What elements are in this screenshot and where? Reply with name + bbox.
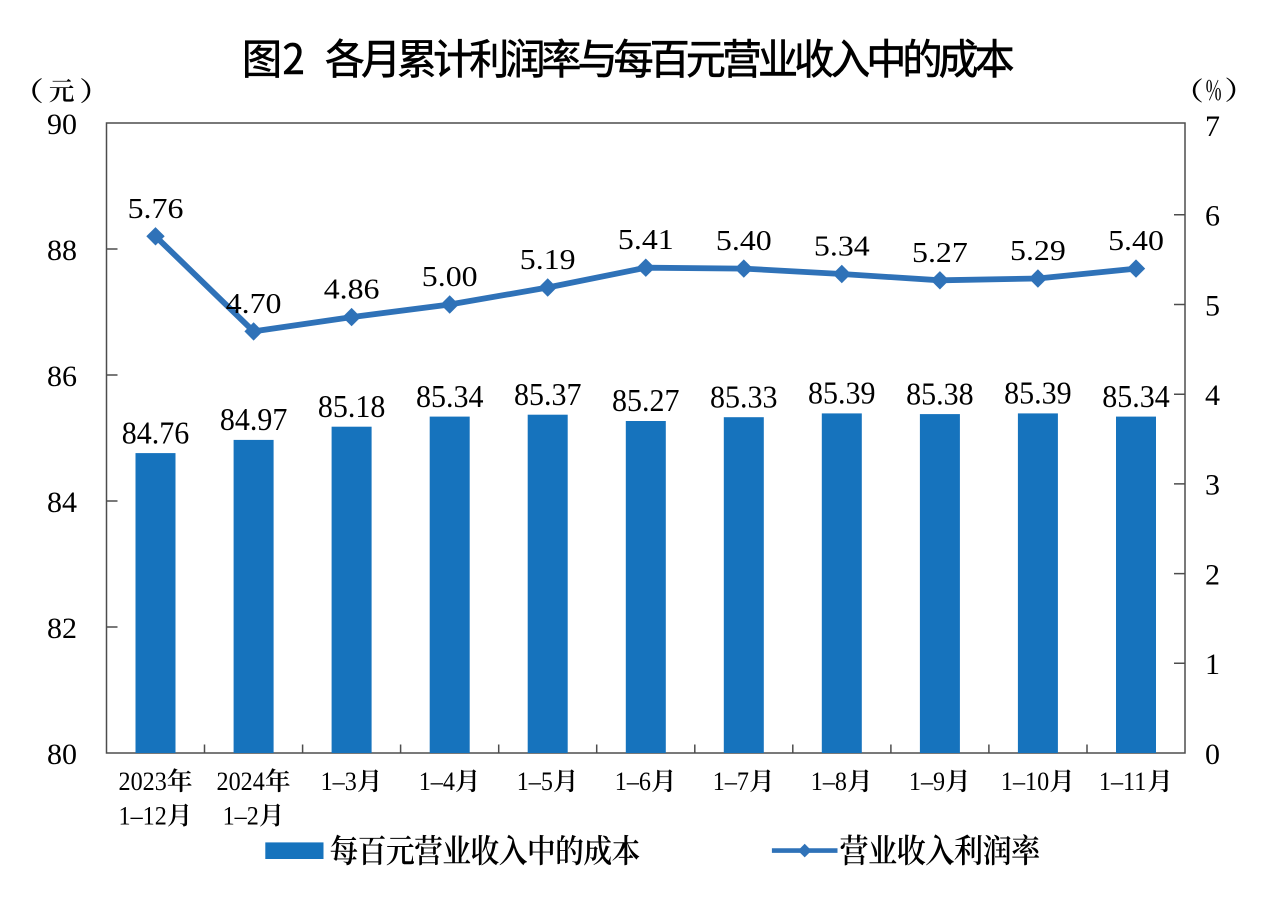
svg-text:2023: 2023: [119, 766, 167, 797]
svg-text:1–9: 1–9: [909, 766, 945, 797]
svg-text:2024: 2024: [217, 766, 265, 797]
svg-text:1–8: 1–8: [811, 766, 847, 797]
svg-text:1–11: 1–11: [1099, 766, 1146, 797]
svg-text:85.37: 85.37: [514, 377, 581, 412]
svg-text:4: 4: [1205, 379, 1220, 412]
svg-text:4.86: 4.86: [324, 273, 380, 305]
svg-text:5: 5: [1205, 289, 1220, 322]
svg-text:85.34: 85.34: [416, 379, 483, 414]
svg-text:1–6: 1–6: [615, 766, 651, 797]
svg-text:4.70: 4.70: [226, 287, 282, 319]
svg-text:85.38: 85.38: [906, 377, 973, 412]
svg-text:1: 1: [1205, 648, 1220, 681]
svg-text:88: 88: [47, 234, 77, 267]
svg-text:84.97: 84.97: [220, 403, 287, 438]
svg-text:7: 7: [1205, 110, 1220, 143]
svg-text:85.39: 85.39: [808, 376, 875, 411]
svg-text:5.00: 5.00: [422, 260, 478, 292]
svg-text:1–4: 1–4: [419, 766, 455, 797]
svg-text:1–2: 1–2: [223, 800, 259, 831]
svg-text:85.39: 85.39: [1004, 376, 1071, 411]
svg-text:85.34: 85.34: [1102, 379, 1169, 414]
svg-text:5.40: 5.40: [716, 224, 772, 256]
svg-text:0: 0: [1205, 738, 1220, 771]
svg-text:5.34: 5.34: [814, 230, 870, 262]
svg-text:84: 84: [47, 486, 77, 519]
svg-text:1–12: 1–12: [119, 800, 167, 831]
svg-text:84.76: 84.76: [122, 416, 189, 451]
svg-text:5.27: 5.27: [912, 236, 968, 268]
svg-text:5.40: 5.40: [1108, 224, 1164, 256]
svg-text:2: 2: [1205, 558, 1220, 591]
svg-text:82: 82: [47, 612, 77, 645]
svg-text:1–7: 1–7: [713, 766, 749, 797]
svg-text:5.19: 5.19: [520, 243, 576, 275]
svg-text:5.29: 5.29: [1010, 234, 1066, 266]
svg-text:1–5: 1–5: [517, 766, 553, 797]
svg-text:5.41: 5.41: [618, 224, 674, 256]
svg-text:86: 86: [47, 360, 77, 393]
svg-text:85.18: 85.18: [318, 389, 385, 424]
svg-text:1–3: 1–3: [321, 766, 357, 797]
svg-text:85.33: 85.33: [710, 380, 777, 415]
svg-text:90: 90: [47, 108, 77, 141]
svg-text:5.76: 5.76: [128, 192, 184, 224]
svg-text:3: 3: [1205, 469, 1220, 502]
svg-text:1–10: 1–10: [1001, 766, 1049, 797]
svg-text:6: 6: [1205, 200, 1220, 233]
svg-text:80: 80: [47, 738, 77, 771]
svg-text:85.27: 85.27: [612, 384, 679, 419]
